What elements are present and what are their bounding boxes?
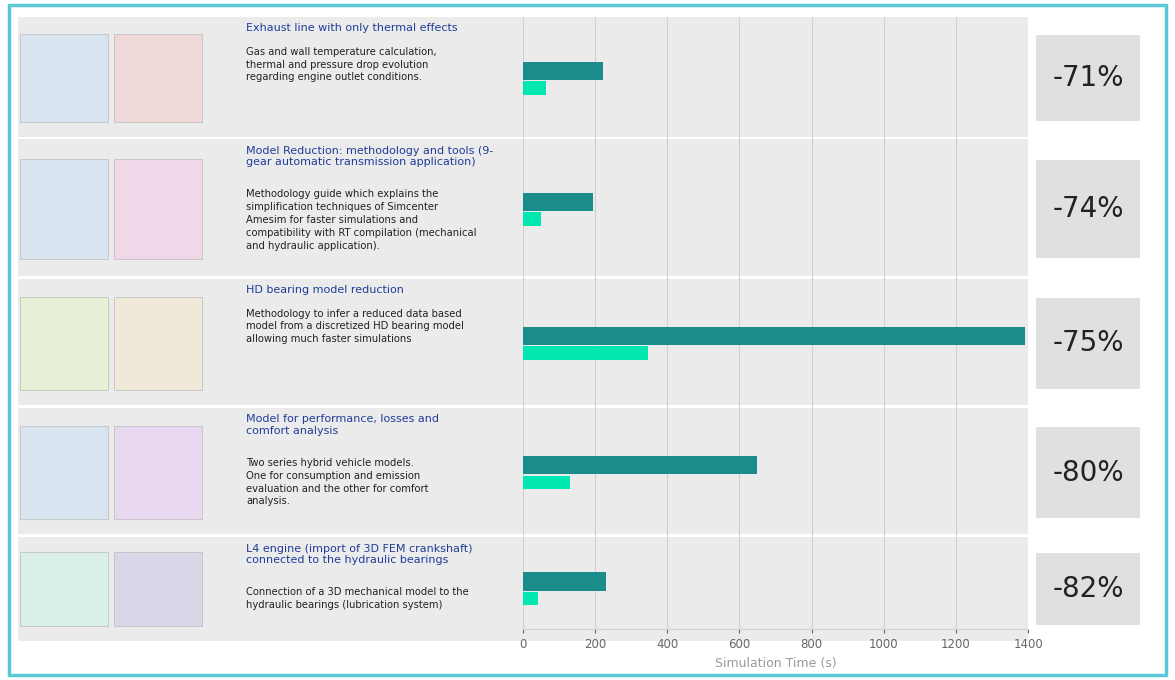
Bar	[18, 279, 1028, 408]
Text: Connection of a 3D mechanical model to the
hydraulic bearings (lubrication syste: Connection of a 3D mechanical model to t…	[247, 587, 469, 610]
Bar	[20, 159, 108, 259]
Bar	[18, 405, 1028, 408]
Text: -80%: -80%	[1053, 458, 1123, 487]
Bar	[114, 159, 202, 259]
Text: -82%: -82%	[1053, 575, 1123, 603]
Text: L4 engine (import of 3D FEM crankshaft)
connected to the hydraulic bearings: L4 engine (import of 3D FEM crankshaft) …	[247, 543, 472, 565]
Text: Gas and wall temperature calculation,
thermal and pressure drop evolution
regard: Gas and wall temperature calculation, th…	[247, 47, 437, 82]
Bar	[1036, 35, 1140, 121]
Bar	[18, 408, 1028, 537]
Bar	[114, 426, 202, 519]
Bar	[18, 137, 1028, 139]
Bar	[1036, 299, 1140, 389]
Bar	[18, 17, 1028, 139]
Text: Methodology to infer a reduced data based
model from a discretized HD bearing mo: Methodology to infer a reduced data base…	[247, 309, 464, 344]
Bar	[1036, 160, 1140, 258]
Text: Two series hybrid vehicle models.
One for consumption and emission
evaluation an: Two series hybrid vehicle models. One fo…	[247, 458, 429, 507]
Text: HD bearing model reduction: HD bearing model reduction	[247, 285, 404, 295]
Bar	[20, 551, 108, 626]
Bar	[18, 139, 1028, 279]
Bar	[20, 297, 108, 390]
Text: Methodology guide which explains the
simplification techniques of Simcenter
Ames: Methodology guide which explains the sim…	[247, 189, 477, 250]
Bar	[18, 537, 1028, 641]
Bar	[18, 276, 1028, 279]
Text: Exhaust line with only thermal effects: Exhaust line with only thermal effects	[247, 23, 458, 33]
Bar	[20, 34, 108, 122]
Text: -74%: -74%	[1053, 195, 1123, 223]
Bar	[20, 426, 108, 519]
Bar	[114, 297, 202, 390]
Text: -71%: -71%	[1053, 64, 1123, 92]
Bar	[114, 34, 202, 122]
Text: Model for performance, losses and
comfort analysis: Model for performance, losses and comfor…	[247, 414, 439, 436]
X-axis label: Simulation Time (s): Simulation Time (s)	[714, 657, 837, 670]
Bar	[18, 534, 1028, 537]
Bar	[1036, 553, 1140, 625]
Bar	[1036, 428, 1140, 518]
Bar	[114, 551, 202, 626]
Text: -75%: -75%	[1053, 329, 1123, 358]
Text: Model Reduction: methodology and tools (9-
gear automatic transmission applicati: Model Reduction: methodology and tools (…	[247, 146, 494, 167]
